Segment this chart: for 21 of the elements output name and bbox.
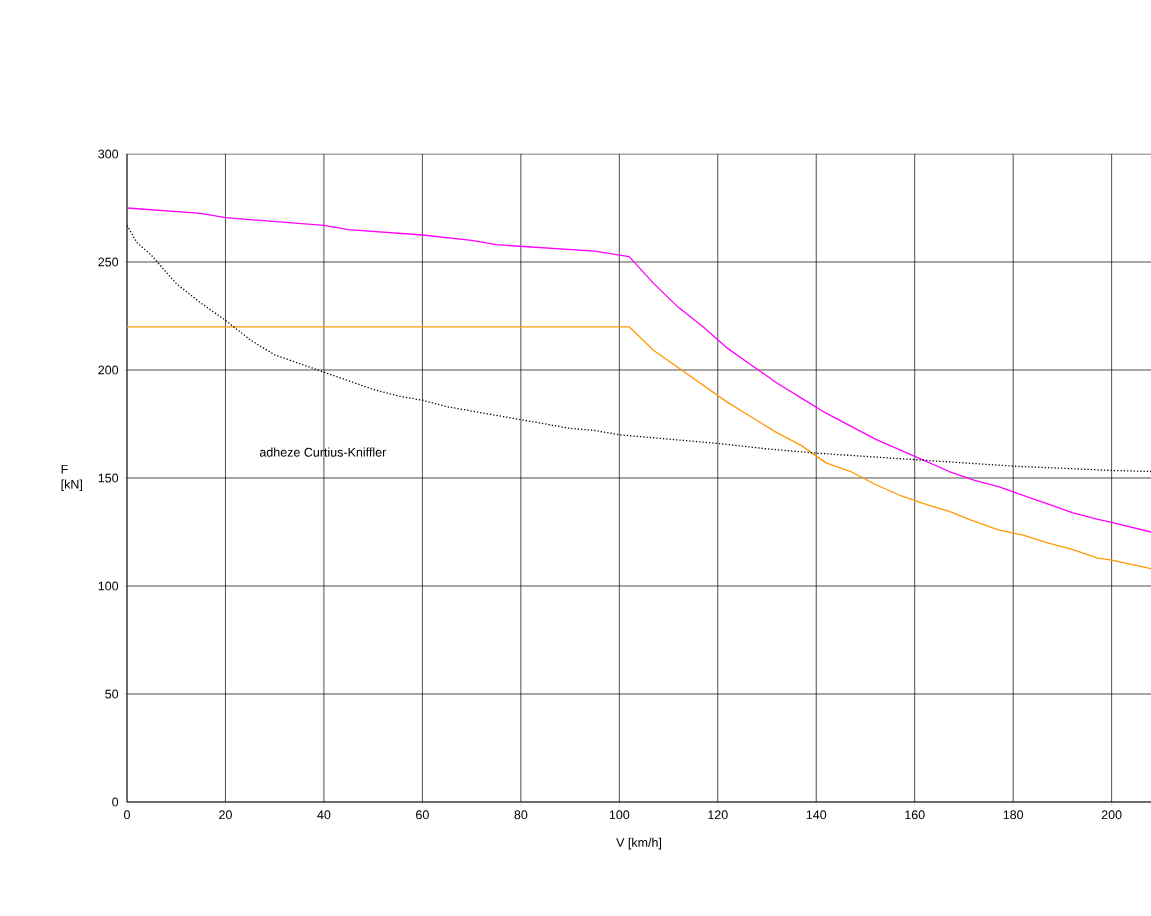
y-tick-label: 300 — [98, 149, 119, 159]
y-tick-label: 50 — [105, 689, 119, 699]
x-tick-label: 120 — [708, 810, 728, 820]
x-tick-label: 40 — [317, 810, 331, 820]
x-tick-label: 160 — [905, 810, 925, 820]
x-tick-label: 60 — [416, 810, 429, 820]
annotation: adheze Curtius-Kniffler — [259, 447, 387, 457]
y-tick-label: 0 — [112, 797, 119, 807]
x-axis-title: V [km/h] — [616, 837, 662, 850]
y-tick-label: 200 — [98, 365, 119, 375]
y-axis-title: F [kN] — [61, 464, 82, 492]
y-tick-label: 250 — [98, 257, 119, 267]
x-tick-label: 20 — [219, 810, 232, 820]
x-tick-label: 100 — [609, 810, 630, 820]
x-tick-label: 0 — [124, 810, 130, 820]
x-tick-label: 80 — [514, 810, 528, 820]
x-tick-label: 180 — [1003, 810, 1024, 820]
y-tick-label: 100 — [98, 581, 119, 591]
x-tick-label: 140 — [806, 810, 827, 820]
x-tick-label: 200 — [1101, 810, 1122, 820]
y-tick-label: 150 — [98, 473, 119, 483]
